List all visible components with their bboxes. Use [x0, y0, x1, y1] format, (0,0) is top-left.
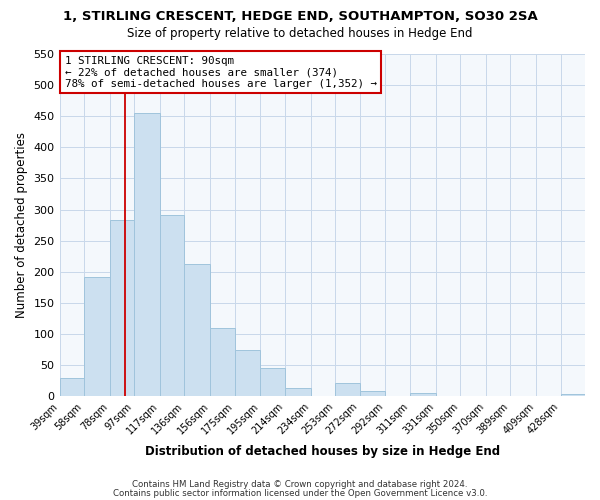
Text: Contains public sector information licensed under the Open Government Licence v3: Contains public sector information licen… — [113, 489, 487, 498]
Text: Size of property relative to detached houses in Hedge End: Size of property relative to detached ho… — [127, 28, 473, 40]
Y-axis label: Number of detached properties: Number of detached properties — [15, 132, 28, 318]
Bar — [285, 388, 311, 396]
Bar — [110, 220, 134, 396]
Bar — [210, 328, 235, 396]
Bar — [235, 350, 260, 397]
X-axis label: Distribution of detached houses by size in Hedge End: Distribution of detached houses by size … — [145, 444, 500, 458]
Bar — [184, 264, 210, 396]
Bar — [59, 378, 84, 396]
Bar — [160, 215, 184, 396]
Text: 1, STIRLING CRESCENT, HEDGE END, SOUTHAMPTON, SO30 2SA: 1, STIRLING CRESCENT, HEDGE END, SOUTHAM… — [62, 10, 538, 23]
Bar — [410, 393, 436, 396]
Bar — [84, 277, 110, 396]
Bar — [260, 368, 285, 396]
Bar — [134, 112, 160, 397]
Text: Contains HM Land Registry data © Crown copyright and database right 2024.: Contains HM Land Registry data © Crown c… — [132, 480, 468, 489]
Text: 1 STIRLING CRESCENT: 90sqm
← 22% of detached houses are smaller (374)
78% of sem: 1 STIRLING CRESCENT: 90sqm ← 22% of deta… — [65, 56, 377, 89]
Bar — [359, 392, 385, 396]
Bar — [335, 382, 359, 396]
Bar — [560, 394, 585, 396]
